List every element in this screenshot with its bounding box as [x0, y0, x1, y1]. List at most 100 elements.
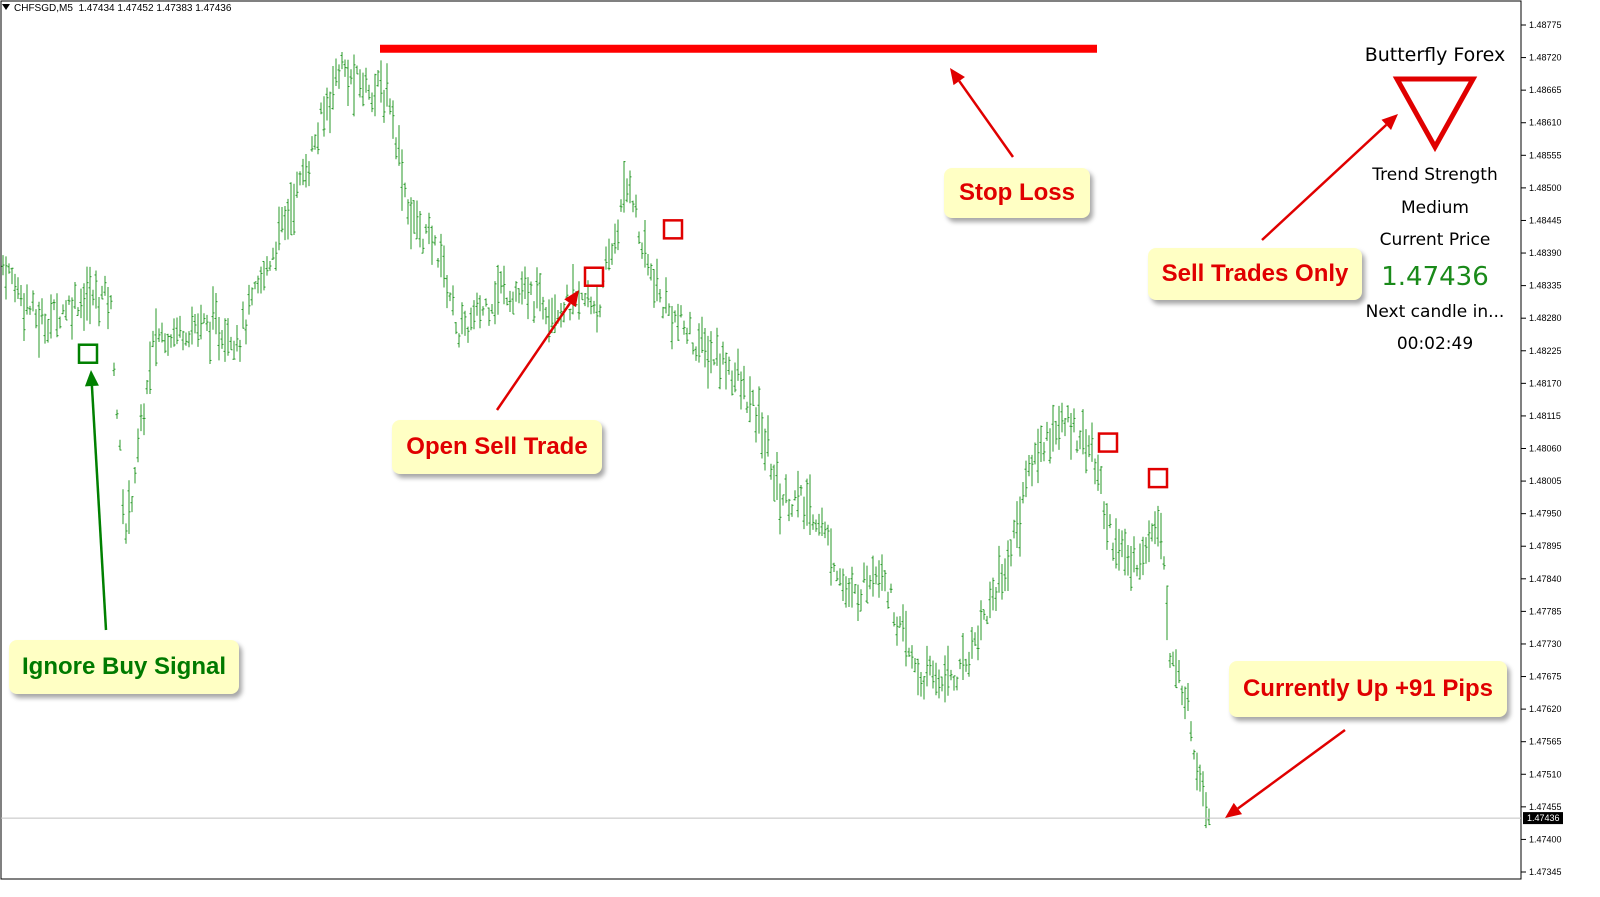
ohlc-bar: [535, 267, 539, 309]
ohlc-bar: [835, 570, 839, 582]
ohlc-bar: [82, 283, 86, 331]
ohlc-bar: [487, 307, 491, 326]
ohlc-bar: [94, 270, 98, 309]
ohlc-bar: [58, 316, 62, 329]
axis-tick-label: 1.48280: [1529, 313, 1562, 323]
ohlc-bar: [100, 285, 104, 300]
ohlc-bar: [979, 600, 983, 641]
ohlc-bar: [313, 134, 317, 150]
sell-trades-only-arrow: [1261, 114, 1398, 241]
ohlc-bar: [685, 327, 689, 344]
ohlc-bar: [1027, 454, 1031, 477]
ohlc-bar: [880, 554, 884, 591]
ohlc-bar: [310, 136, 314, 152]
ohlc-bar: [403, 182, 407, 198]
ohlc-bar: [1123, 528, 1127, 576]
ohlc-bar: [745, 401, 749, 414]
ohlc-bar: [328, 91, 332, 134]
ohlc-bar: [73, 281, 77, 310]
ohlc-bar: [130, 496, 134, 513]
ohlc-bar: [88, 266, 92, 325]
ohlc-bar: [70, 297, 74, 340]
ohlc-bar: [520, 271, 524, 305]
ohlc-bar: [724, 352, 728, 390]
ohlc-bar: [394, 137, 398, 160]
ohlc-bar: [499, 271, 503, 294]
ohlc-bar: [529, 281, 533, 296]
ohlc-bar: [841, 568, 845, 601]
ohlc-bar: [1096, 454, 1100, 491]
ohlc-bar: [142, 403, 146, 436]
ohlc-bar: [442, 245, 446, 288]
ohlc-bar: [721, 341, 725, 365]
ohlc-bar: [664, 277, 668, 314]
trend-strength-value: Medium: [1401, 198, 1469, 218]
axis-tick-label: 1.48610: [1529, 118, 1562, 128]
ohlc-bar: [79, 288, 83, 319]
ohlc-bar: [604, 246, 608, 270]
ohlc-bar: [649, 263, 653, 281]
ohlc-bar: [1201, 771, 1205, 807]
ohlc-bar: [997, 545, 1001, 593]
ohlc-bar: [295, 171, 299, 198]
ohlc-bar: [772, 464, 776, 502]
ohlc-bar: [208, 321, 212, 364]
ohlc-bar: [952, 675, 956, 691]
ohlc-bar: [1000, 563, 1004, 600]
ohlc-bar: [625, 178, 629, 203]
ohlc-bar: [622, 161, 626, 213]
ohlc-bar: [448, 292, 452, 302]
ohlc-bar: [352, 54, 356, 117]
ohlc-bar: [1039, 425, 1043, 462]
ohlc-bar: [193, 314, 197, 334]
ohlc-bar: [1045, 421, 1049, 441]
ohlc-bar: [775, 451, 779, 501]
ohlc-bar: [739, 371, 743, 410]
axis-tick-label: 1.48720: [1529, 53, 1562, 63]
ohlc-bar: [415, 200, 419, 240]
ohlc-bar: [904, 610, 908, 667]
ohlc-bar: [316, 122, 320, 155]
ohlc-bar: [826, 524, 830, 546]
ohlc-bar: [136, 428, 140, 463]
ohlc-bar: [580, 292, 584, 301]
ohlc-bar: [391, 100, 395, 139]
ohlc-bar: [934, 662, 938, 696]
ohlc-bar: [670, 306, 674, 350]
axis-tick-label: 1.48775: [1529, 20, 1562, 30]
ohlc-bar: [1090, 422, 1094, 462]
ohlc-bar: [43, 313, 47, 344]
ohlc-bar: [994, 587, 998, 612]
ohlc-bar: [985, 615, 989, 625]
axis-tick-label: 1.48005: [1529, 476, 1562, 486]
countdown-timer: 00:02:49: [1396, 334, 1474, 354]
ohlc-bar: [454, 322, 458, 335]
ohlc-bar: [865, 565, 869, 604]
ohlc-bar: [46, 318, 50, 343]
ohlc-bar: [1021, 482, 1025, 504]
ohlc-bar: [424, 224, 428, 234]
ohlc-bar: [694, 346, 698, 361]
ohlc-bar: [526, 277, 530, 320]
ohlc-bar: [1138, 543, 1142, 580]
ohlc-bar: [379, 60, 383, 103]
ohlc-bar: [907, 647, 911, 657]
ohlc-bar: [7, 263, 11, 274]
ohlc-bar: [751, 389, 755, 406]
ohlc-bar: [1015, 501, 1019, 548]
ohlc-bar: [736, 348, 740, 381]
ohlc-bar: [937, 669, 941, 699]
ohlc-bar: [892, 612, 896, 627]
trend-strength-label: Trend Strength: [1372, 165, 1498, 185]
current-price-label: Current Price: [1379, 230, 1491, 250]
ohlc-bar: [886, 591, 890, 609]
ohlc-bar: [370, 92, 374, 113]
axis-tick-label: 1.47400: [1529, 834, 1562, 844]
ohlc-bar: [373, 73, 377, 117]
ohlc-bar: [619, 199, 623, 212]
ohlc-bar: [970, 627, 974, 659]
ohlc-bar: [667, 303, 671, 316]
ohlc-bar: [139, 404, 143, 432]
ohlc-bar: [220, 329, 224, 349]
ohlc-bar: [940, 676, 944, 692]
